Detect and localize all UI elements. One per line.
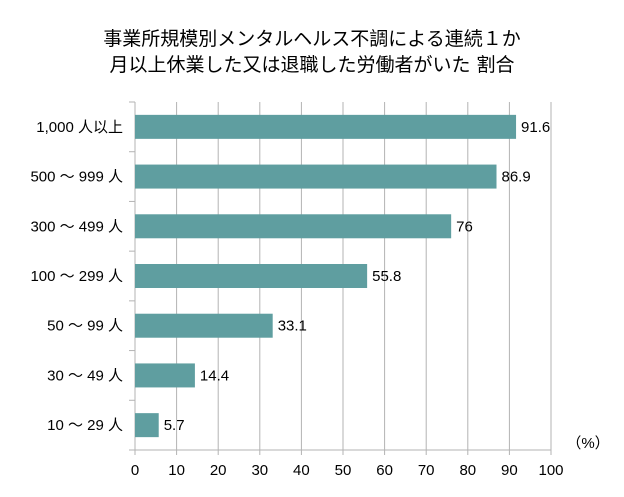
category-label: 300 ～ 499 人 [30,218,123,235]
data-label: 5.7 [164,417,185,434]
x-tick-label: 10 [168,462,185,479]
bar [135,363,195,388]
bar [135,214,452,239]
category-label: 100 ～ 299 人 [30,268,123,285]
x-unit-label: （%） [566,435,609,452]
bar [135,413,159,438]
bar [135,313,273,338]
x-tick-label: 20 [210,462,227,479]
category-label: 500 ～ 999 人 [30,169,123,186]
data-label: 91.6 [521,119,550,136]
bar [135,114,517,139]
data-label: 86.9 [502,169,531,186]
x-tick-label: 50 [335,462,352,479]
bar [135,264,368,288]
category-label: 1,000 人以上 [36,119,123,136]
x-tick-label: 0 [131,462,139,479]
x-tick-label: 80 [459,462,476,479]
x-tick-label: 90 [501,462,518,479]
x-tick-label: 30 [251,462,268,479]
data-label: 14.4 [200,367,229,384]
data-label: 55.8 [372,268,401,285]
data-label: 76 [456,218,473,235]
bar [135,164,497,189]
category-label: 30 ～ 49 人 [47,367,123,384]
category-label: 10 ～ 29 人 [47,417,123,434]
chart-title-line-1: 事業所規模別メンタルヘルス不調による連続１か [103,28,521,50]
data-label: 33.1 [278,318,307,335]
x-tick-label: 60 [376,462,393,479]
category-label: 50 ～ 99 人 [47,318,123,335]
chart-title-line-2: 月以上休業した又は退職した労働者がいた 割合 [109,54,515,76]
x-tick-label: 40 [293,462,310,479]
x-tick-label: 70 [418,462,435,479]
x-tick-label: 100 [538,462,563,479]
